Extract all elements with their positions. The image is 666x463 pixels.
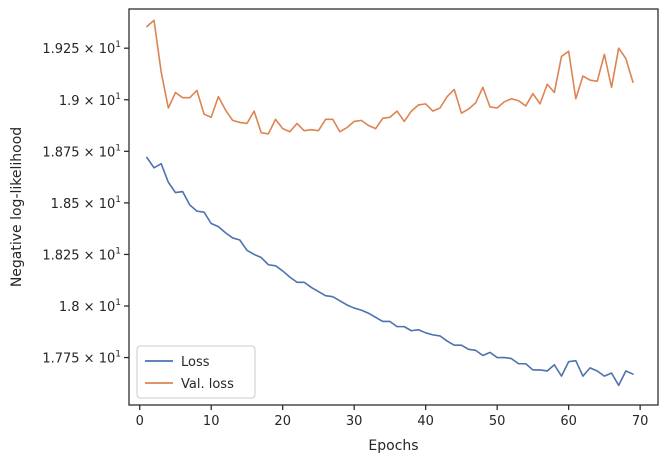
x-tick-label: 70 [632,414,649,429]
y-tick-mantissa: 1.825 [42,248,79,263]
legend: Loss Val. loss [136,345,256,399]
y-tick-times: × [80,145,99,160]
y-tick-times: × [80,94,99,109]
x-axis-label: Epochs [368,438,418,454]
y-tick-base: 10 [99,145,116,160]
y-tick-mantissa: 1.85 [51,197,80,212]
plot-area [129,9,658,405]
legend-label: Val. loss [181,377,234,392]
y-tick-times: × [80,197,99,212]
y-tick-label: 1.775 × 101 [42,350,121,367]
y-tick-exponent: 1 [115,143,121,153]
y-tick-mantissa: 1.8 [59,300,80,315]
y-tick-mantissa: 1.9 [59,94,80,109]
y-tick-base: 10 [99,94,116,109]
y-axis-label: Negative log-likelihood [9,127,25,287]
series-line-val-loss [146,19,634,135]
x-axis-ticks: 0 10 20 30 40 50 60 70 [136,405,649,429]
series-line-loss [146,156,634,387]
x-tick-label: 0 [136,414,144,429]
y-tick-label: 1.825 × 101 [42,246,121,263]
x-tick-label: 10 [203,414,220,429]
y-tick-mantissa: 1.875 [42,145,79,160]
y-tick-times: × [80,42,99,57]
y-tick-label: 1.8 × 101 [59,298,121,315]
x-tick-label: 30 [346,414,363,429]
y-tick-base: 10 [99,248,116,263]
y-tick-mantissa: 1.775 [42,352,79,367]
y-tick-label: 1.85 × 101 [51,195,121,212]
y-tick-label: 1.9 × 101 [59,92,121,109]
y-tick-base: 10 [99,42,116,57]
plot-frame [128,8,659,406]
y-tick-exponent: 1 [115,195,121,205]
legend-box [136,345,256,399]
y-tick-times: × [80,300,99,315]
y-tick-label: 1.925 × 101 [42,40,121,57]
y-tick-exponent: 1 [115,246,121,256]
y-tick-exponent: 1 [115,92,121,102]
y-tick-mantissa: 1.925 [42,42,79,57]
y-tick-times: × [80,248,99,263]
y-tick-exponent: 1 [115,40,121,50]
y-tick-times: × [80,352,99,367]
x-tick-label: 60 [560,414,577,429]
y-tick-base: 10 [99,300,116,315]
x-tick-label: 50 [489,414,506,429]
y-tick-exponent: 1 [115,350,121,360]
x-tick-label: 20 [274,414,291,429]
y-tick-base: 10 [99,197,116,212]
y-tick-exponent: 1 [115,298,121,308]
x-tick-label: 40 [417,414,434,429]
legend-label: Loss [181,355,210,370]
y-tick-label: 1.875 × 101 [42,143,121,160]
series-lines [146,19,634,387]
y-tick-base: 10 [99,352,116,367]
